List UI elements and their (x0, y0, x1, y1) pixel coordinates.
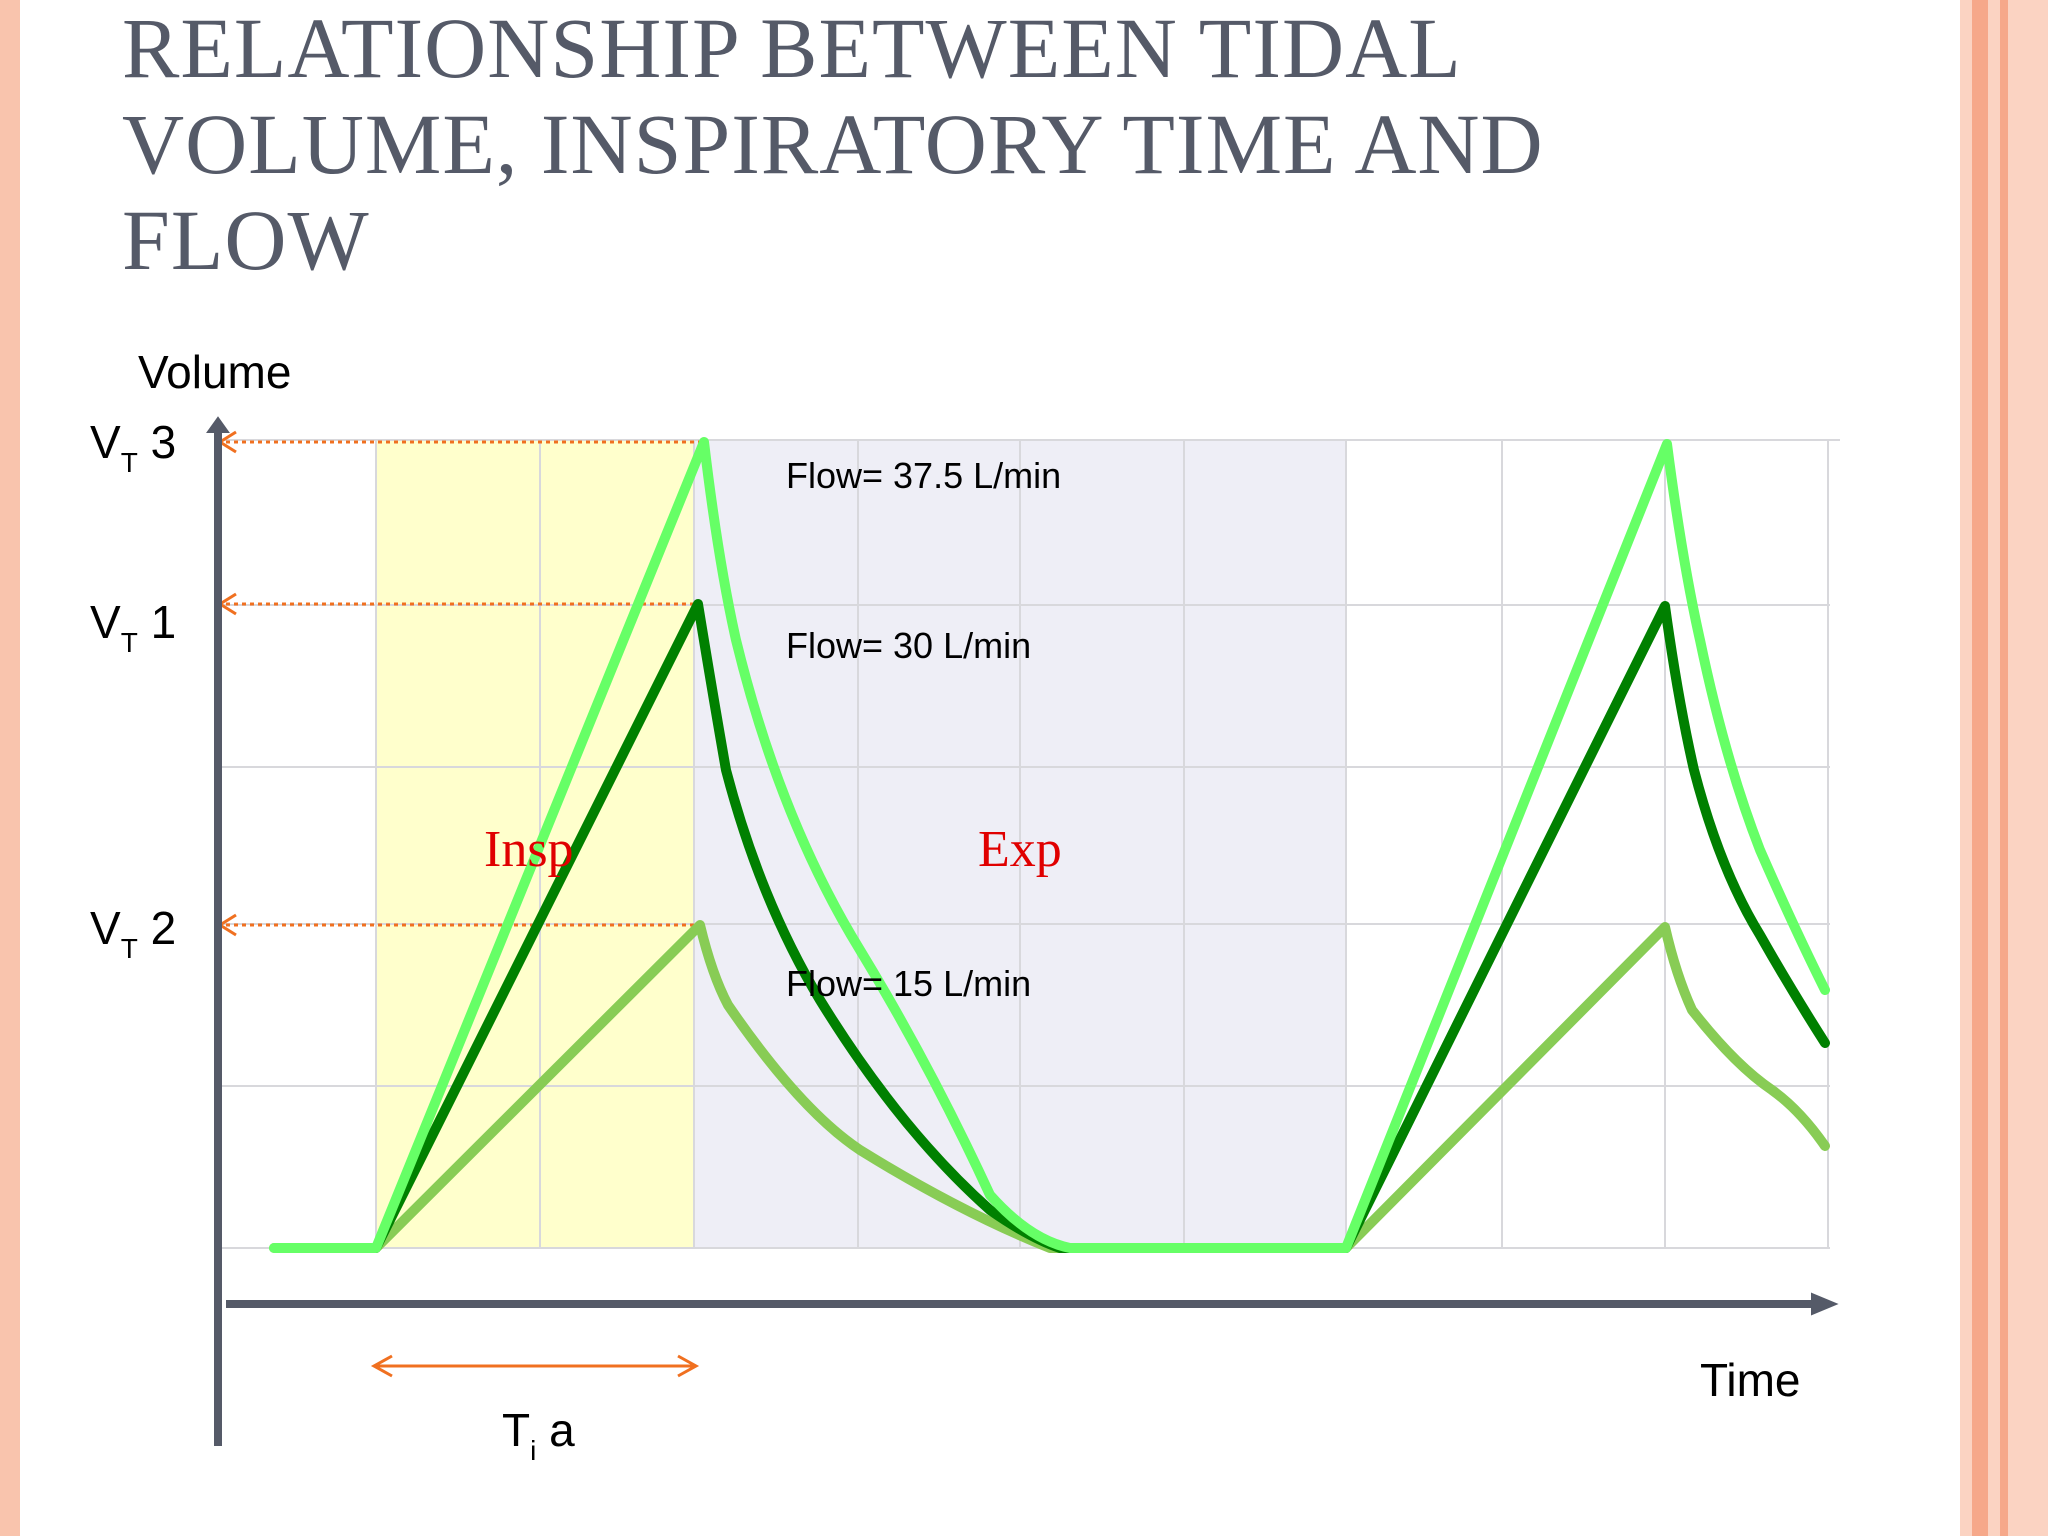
y-axis-label: Volume (138, 346, 291, 398)
vt3-label-sub: T (121, 447, 138, 478)
right-border-strip-inner (1972, 0, 1988, 1536)
insp-phase-label: Insp (484, 821, 574, 878)
left-border-strip (0, 0, 20, 1536)
flow-label-high: Flow= 37.5 L/min (786, 455, 1061, 496)
grid (218, 439, 1840, 1249)
title-line-2: VOLUME, INSPIRATORY TIME AND (122, 96, 1544, 192)
ti-arrowhead-left (370, 1354, 393, 1378)
ti-label-sub: i (530, 1435, 536, 1466)
vt2-label-sub: T (121, 933, 138, 964)
vt2-label-suffix: 2 (138, 902, 176, 954)
inspiratory-time-arrow (370, 1354, 700, 1378)
x-axis-label: Time (1700, 1354, 1801, 1406)
flow-label-mid: Flow= 30 L/min (786, 625, 1031, 666)
waveforms (269, 437, 1830, 1253)
vt3-label: VT 3 (90, 416, 176, 478)
vt1-label: VT 1 (90, 596, 176, 658)
vt3-label-suffix: 3 (138, 416, 176, 468)
ti-arrowhead-right (677, 1354, 700, 1378)
vt1-label-suffix: 1 (138, 596, 176, 648)
vt2-label-main: V (90, 902, 121, 954)
low-flow-waveform (269, 920, 1830, 1253)
y-axis-arrowhead (206, 416, 230, 433)
title-line-1: RELATIONSHIP BETWEEN TIDAL (122, 0, 1462, 96)
mid-flow-waveform (371, 599, 1830, 1253)
axes (206, 416, 1839, 1446)
ti-label-main: T (502, 1404, 530, 1456)
ti-label: Ti a (502, 1404, 575, 1466)
exp-phase-label: Exp (978, 821, 1062, 878)
flow-label-low: Flow= 15 L/min (786, 963, 1031, 1004)
vt1-label-sub: T (121, 627, 138, 658)
slide-title: RELATIONSHIP BETWEEN TIDAL VOLUME, INSPI… (122, 0, 1822, 288)
right-border-strip-edge (2000, 0, 2008, 1536)
title-line-3: FLOW (122, 192, 370, 288)
x-axis-arrowhead (1811, 1292, 1839, 1316)
vt3-label-main: V (90, 416, 121, 468)
vt2-label: VT 2 (90, 902, 176, 964)
ti-label-suffix: a (536, 1404, 575, 1456)
high-flow-waveform (269, 437, 1830, 1253)
vt1-label-main: V (90, 596, 121, 648)
